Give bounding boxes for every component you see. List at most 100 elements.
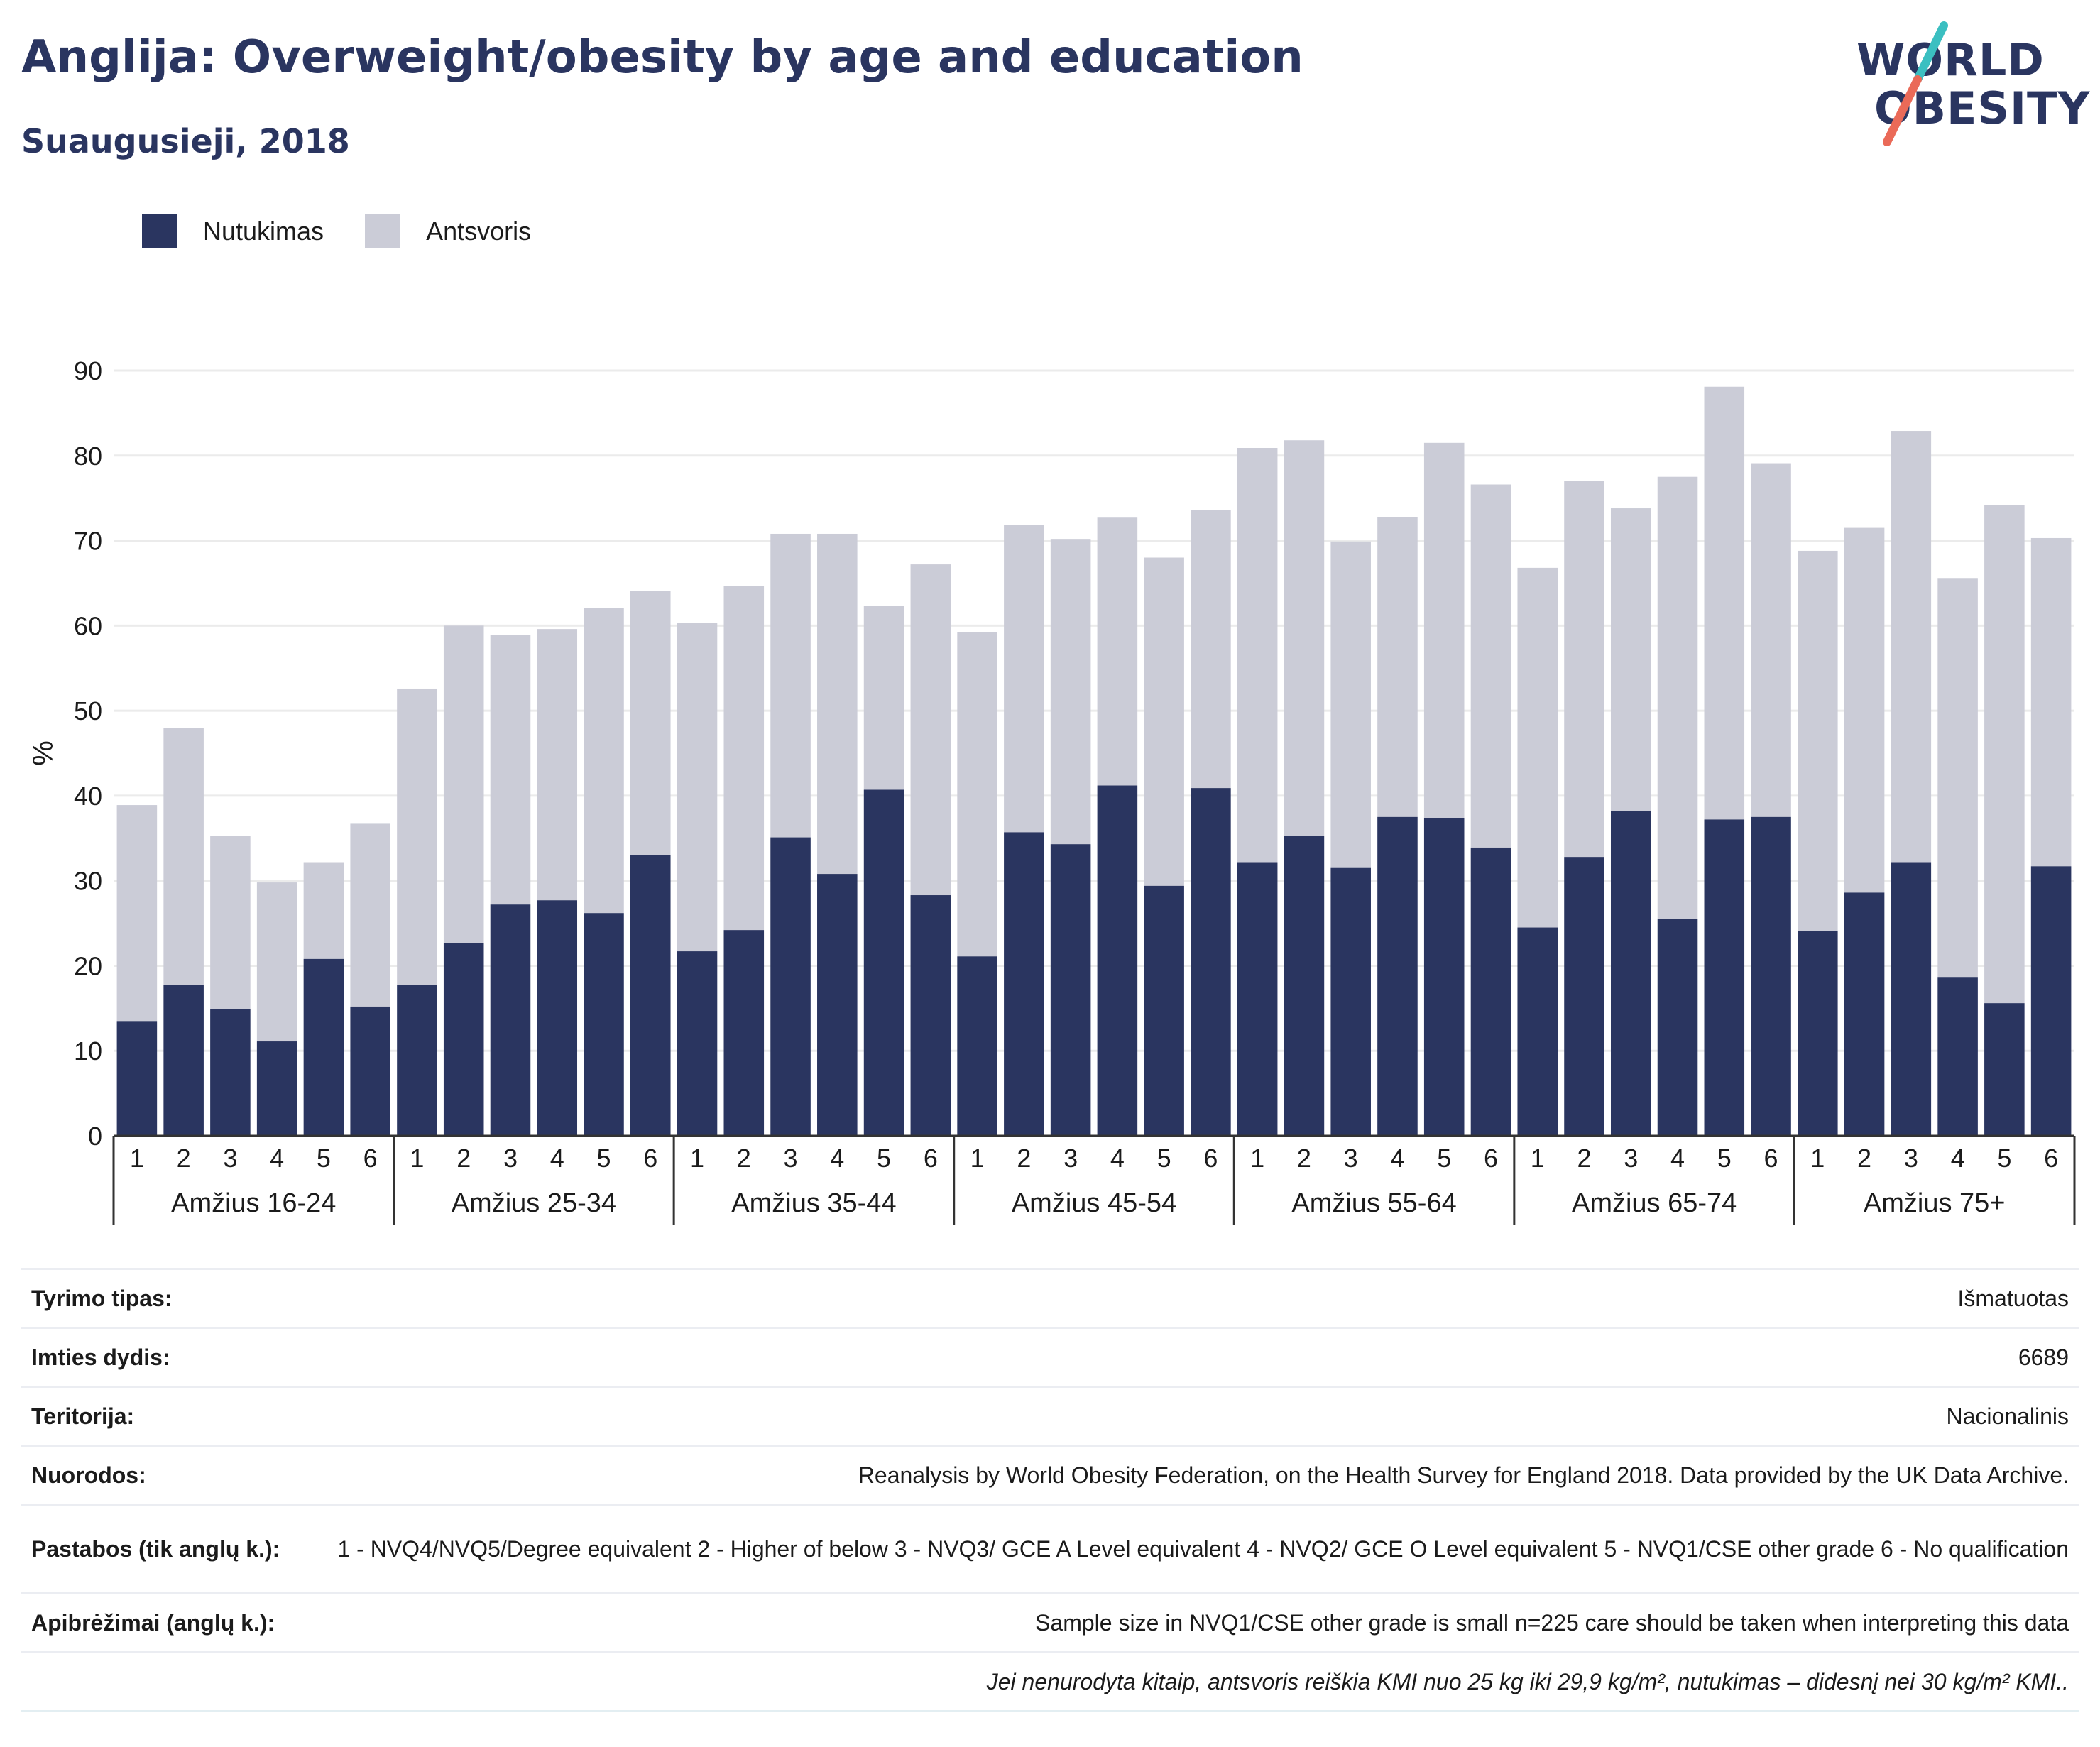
y-axis-title: % [28,740,59,766]
x-tick-label: 5 [596,1144,611,1173]
bar-obesity [1984,1003,2025,1136]
info-row-survey-type: Tyrimo tipas: Išmatuotas [21,1268,2079,1328]
bar-overweight [256,882,297,1042]
legend-item-overweight[interactable]: Antsvoris [365,214,531,248]
bar-obesity [350,1006,390,1136]
bar-obesity [1097,785,1138,1136]
bar-obesity [490,904,531,1136]
bar-overweight [817,533,858,875]
x-tick-label: 3 [1344,1144,1358,1173]
x-tick-label: 2 [456,1144,471,1173]
x-tick-label: 6 [924,1144,938,1173]
bar-overweight [723,586,765,931]
bar-obesity [1891,862,1932,1136]
bar-obesity [723,930,765,1136]
y-tick-label: 80 [74,442,102,471]
bar-overweight [537,629,578,901]
bar-overweight [163,728,204,985]
y-tick-label: 0 [88,1122,102,1151]
x-tick-label: 6 [1764,1144,1778,1173]
bar-obesity [303,958,344,1136]
logo-word-world: WORLD [1856,34,2045,86]
bar-overweight [1423,442,1465,818]
bar-overweight [1144,557,1184,886]
bar-obesity [1751,816,1791,1136]
info-label [21,1651,295,1712]
bar-overweight [210,836,251,1009]
bar-obesity [1423,818,1465,1136]
x-tick-label: 2 [1017,1144,1031,1173]
bar-overweight [1517,567,1558,928]
info-value: 6689 [295,1327,2079,1387]
y-tick-label: 20 [74,951,102,980]
bar-obesity [1050,844,1091,1136]
y-tick-label: 50 [74,696,102,725]
bar-overweight [1191,510,1231,789]
world-obesity-logo: WORLD OBESITY [1846,20,2089,155]
info-label: Apibrėžimai (anglų k.): [21,1592,295,1653]
x-tick-label: 2 [737,1144,751,1173]
x-tick-label: 6 [363,1144,378,1173]
bar-obesity [1237,862,1278,1136]
chart-legend: Nutukimas Antsvoris [142,213,572,250]
info-row-references: Nuorodos: Reanalysis by World Obesity Fe… [21,1445,2079,1505]
x-tick-label: 3 [1904,1144,1918,1173]
x-tick-label: 1 [1531,1144,1545,1173]
bar-obesity [1610,811,1651,1136]
bar-obesity [1704,819,1745,1136]
x-tick-label: 4 [1951,1144,1965,1173]
bar-obesity [677,951,718,1136]
bar-overweight [1377,517,1418,817]
info-label: Nuorodos: [21,1445,295,1505]
info-value: Nacionalinis [295,1386,2079,1446]
bar-obesity [584,913,624,1136]
y-tick-label: 10 [74,1036,102,1066]
x-tick-label: 1 [690,1144,704,1173]
bar-obesity [1377,816,1418,1136]
x-tick-label: 6 [1484,1144,1498,1173]
bar-overweight [2030,537,2072,867]
bar-overweight [1798,550,1838,931]
info-value: Sample size in NVQ1/CSE other grade is s… [295,1592,2079,1653]
bar-obesity [957,956,997,1136]
info-value: 1 - NVQ4/NVQ5/Degree equivalent 2 - High… [295,1504,2079,1594]
bar-overweight [1050,539,1091,845]
bar-overweight [1470,484,1511,848]
legend-label-overweight: Antsvoris [426,217,532,246]
x-tick-label: 4 [1670,1144,1685,1173]
group-label: Amžius 55-64 [1291,1188,1456,1218]
bar-obesity [1004,832,1044,1136]
x-tick-label: 1 [1250,1144,1264,1173]
bar-overweight [1610,508,1651,811]
group-label: Amžius 75+ [1864,1188,2006,1218]
info-label: Pastabos (tik anglų k.): [21,1504,295,1594]
x-tick-label: 6 [2044,1144,2058,1173]
x-tick-label: 4 [1390,1144,1404,1173]
bar-obesity [1844,892,1885,1136]
x-tick-label: 5 [1437,1144,1451,1173]
x-tick-label: 5 [1157,1144,1171,1173]
x-tick-label: 6 [643,1144,657,1173]
y-tick-label: 60 [74,611,102,640]
bar-obesity [1937,977,1978,1136]
info-value: Išmatuotas [295,1268,2079,1328]
bar-obesity [1191,788,1231,1136]
stacked-bar-chart: 0 10 20 30 40 50 60 70 80 90% 1 2 3 4 5 6 1 2 3 4 5 6 1 2 3 4 5 6 1 2… [28,356,2076,1225]
group-label: Amžius 16-24 [171,1188,336,1218]
x-tick-label: 3 [1624,1144,1638,1173]
legend-item-obesity[interactable]: Nutukimas [142,214,324,248]
bar-obesity [1284,836,1325,1136]
bar-overweight [116,805,158,1022]
x-tick-label: 5 [1997,1144,2011,1173]
info-label: Tyrimo tipas: [21,1268,295,1328]
bar-obesity [1144,885,1184,1136]
group-label: Amžius 35-44 [731,1188,896,1218]
bar-obesity [256,1041,297,1136]
x-tick-label: 4 [270,1144,284,1173]
info-value: Reanalysis by World Obesity Federation, … [295,1445,2079,1505]
x-tick-label: 3 [1063,1144,1078,1173]
bar-obesity [537,900,578,1136]
bar-overweight [397,688,437,985]
group-label: Amžius 65-74 [1572,1188,1737,1218]
x-tick-label: 5 [877,1144,891,1173]
